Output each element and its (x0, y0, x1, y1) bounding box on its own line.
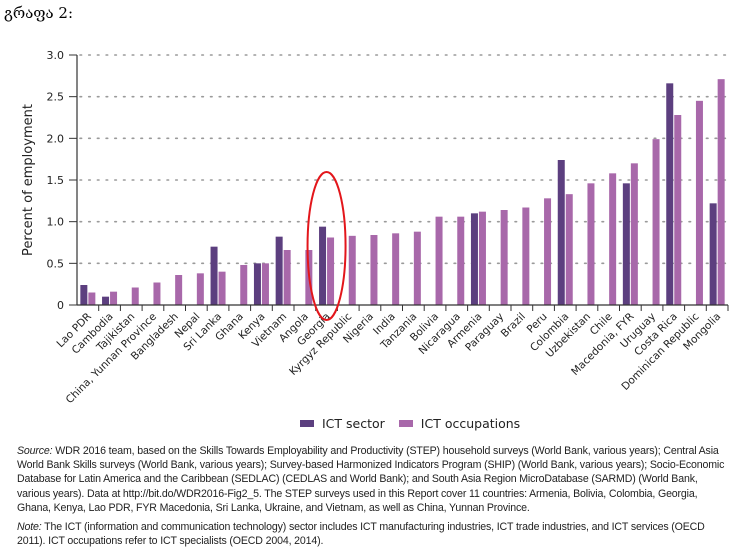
bar-ict-sector (470, 213, 478, 305)
legend-label: ICT occupations (420, 416, 521, 431)
grid-lines (79, 54, 729, 265)
bar-ict-occupations (392, 233, 400, 305)
bar-ict-sector (666, 83, 674, 305)
bar-ict-occupations (240, 265, 248, 305)
bar-ict-occupations (175, 275, 183, 305)
bar-ict-occupations (478, 211, 486, 305)
bar-ict-occupations (283, 250, 291, 305)
bar-ict-occupations (565, 194, 573, 305)
bar-ict-occupations (609, 173, 617, 305)
bar-ict-occupations (435, 216, 443, 305)
note-label: Note: (17, 521, 42, 534)
x-tick-label: Brazil (499, 311, 528, 340)
bar-ict-occupations (110, 291, 118, 305)
y-tick-labels: 0 0.5 1.0 1.5 2.0 2.5 3.0 (47, 49, 65, 312)
bar-ict-occupations (196, 273, 204, 305)
bar-ict-sector (622, 183, 630, 305)
bar-ict-sector (210, 246, 218, 305)
bar-chart: 0 0.5 1.0 1.5 2.0 2.5 3.0 Lao PDRCambodiaTajik… (21, 49, 729, 406)
bar-ict-sector (102, 296, 110, 305)
bar-ict-sector (709, 203, 717, 305)
source-note: Source: WDR 2016 team, based on the Skil… (17, 444, 729, 515)
bar-ict-occupations (261, 263, 269, 305)
legend-item-ict-sector: ICT sector (300, 416, 385, 431)
bar-ict-occupations (587, 183, 595, 305)
source-label: Source: (17, 445, 53, 457)
bars (80, 79, 725, 306)
bar-ict-occupations (153, 282, 161, 305)
axes (69, 54, 729, 311)
bar-ict-occupations (717, 79, 725, 306)
note-text: The ICT (information and communication t… (17, 521, 705, 548)
figure-heading: გრაფა 2: (4, 4, 74, 22)
legend-swatch-ict-occupations (398, 420, 413, 427)
bar-ict-sector (557, 160, 565, 305)
bar-ict-occupations (348, 235, 356, 305)
legend-item-ict-occupations: ICT occupations (398, 416, 521, 431)
bar-ict-occupations (413, 231, 421, 305)
note: Note: The ICT (information and communica… (17, 520, 729, 548)
legend-swatch-ict-sector (300, 420, 314, 427)
y-tick-label: 1.5 (47, 174, 65, 187)
bar-ict-occupations (500, 210, 508, 305)
bar-ict-sector (80, 285, 88, 305)
bar-ict-occupations (522, 207, 530, 305)
y-tick-label: 0.5 (47, 257, 65, 270)
bar-ict-occupations (131, 287, 139, 305)
bar-ict-sector (253, 263, 261, 305)
bar-ict-occupations (88, 292, 96, 305)
y-tick-label: 3.0 (47, 49, 65, 62)
y-tick-label: 2.5 (47, 91, 65, 104)
bar-ict-occupations (327, 237, 335, 305)
legend: ICT sector ICT occupations (300, 416, 520, 431)
y-tick-label: 2.0 (47, 132, 65, 145)
y-tick-label: 0 (57, 299, 64, 312)
bar-ict-occupations (695, 100, 703, 305)
bar-ict-sector (275, 236, 283, 305)
bar-ict-occupations (674, 115, 682, 305)
source-text: WDR 2016 team, based on the Skills Towar… (17, 445, 725, 514)
y-tick-label: 1.0 (47, 216, 65, 229)
bar-ict-sector (319, 226, 327, 305)
bar-ict-occupations (544, 198, 552, 305)
bar-ict-occupations (370, 235, 378, 305)
bar-ict-occupations (218, 271, 226, 305)
bar-ict-occupations (457, 216, 465, 305)
bar-ict-occupations (630, 163, 638, 305)
y-axis-title: Percent of employment (21, 104, 36, 256)
figure-footer: Source: WDR 2016 team, based on the Skil… (17, 444, 729, 553)
bar-ict-occupations (652, 139, 660, 305)
highlight-ellipse (306, 171, 347, 321)
legend-label: ICT sector (322, 416, 385, 431)
